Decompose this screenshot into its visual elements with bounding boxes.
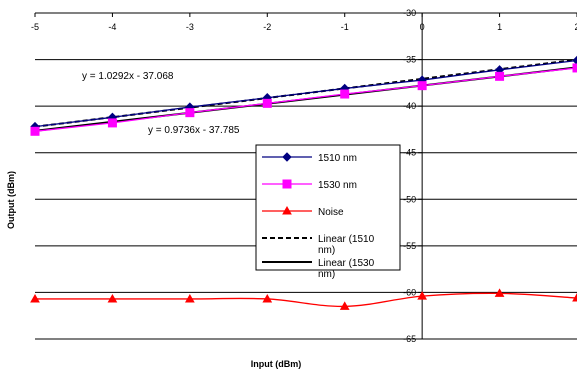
legend-label: nm)	[318, 269, 335, 280]
axes	[34, 12, 577, 340]
y-tick-label: -35	[403, 55, 416, 65]
point-noise	[30, 293, 40, 303]
x-tick-label: -4	[108, 22, 116, 32]
point-noise	[572, 293, 577, 302]
trendline-equation-1510: y = 1.0292x - 37.068	[82, 71, 174, 82]
point-noise	[262, 293, 273, 303]
point-noise	[184, 293, 195, 303]
legend-swatch-marker	[282, 205, 292, 215]
x-tick-label: -2	[263, 22, 271, 32]
y-tick-label: -40	[403, 101, 416, 111]
x-tick-labels: -5 -4 -3 -2 -1 0 1 2	[31, 22, 577, 32]
point-1530-nm	[495, 71, 505, 81]
point-1530-nm	[417, 81, 427, 91]
y-tick-label: -45	[403, 148, 416, 158]
legend-label: Noise	[318, 207, 344, 218]
point-1530-nm	[262, 98, 272, 108]
x-tick-label: 0	[420, 22, 425, 32]
x-tick-label: 2	[574, 22, 577, 32]
y-tick-label: -50	[403, 194, 416, 204]
y-tick-label: -55	[403, 241, 416, 251]
x-tick-label: -3	[186, 22, 194, 32]
legend-label: 1510 nm	[318, 153, 357, 164]
series-line-1510-nm	[34, 59, 577, 128]
legend-swatch-marker	[282, 179, 292, 189]
point-noise	[494, 288, 505, 297]
point-1530-nm	[107, 118, 117, 128]
y-tick-labels: -30 -35 -40 -45 -50 -55 -60 -65	[403, 8, 416, 344]
y-tick-label: -60	[403, 287, 416, 297]
series-line-1530-nm	[34, 67, 577, 132]
x-tick-label: 1	[497, 22, 502, 32]
series-layer	[30, 55, 577, 310]
point-noise	[107, 293, 118, 303]
legend-label: Linear (1510	[318, 234, 375, 245]
legend-label: 1530 nm	[318, 180, 357, 191]
point-1530-nm	[185, 108, 195, 118]
point-noise	[339, 301, 350, 310]
point-1510-nm	[572, 55, 577, 66]
point-noise	[417, 291, 428, 300]
point-1530-nm	[340, 89, 350, 99]
legend-label: nm)	[318, 245, 335, 256]
legend-swatch-marker	[282, 152, 292, 162]
series-line-noise	[35, 292, 577, 308]
legend-box	[255, 144, 401, 271]
x-tick-label: -1	[341, 22, 349, 32]
x-axis-title: Input (dBm)	[251, 359, 301, 369]
point-1530-nm	[572, 63, 577, 73]
y-tick-label: -65	[403, 334, 416, 344]
y-axis-title: Output (dBm)	[6, 171, 16, 229]
trendline-equation-1530: y = 0.9736x - 37.785	[148, 125, 240, 136]
y-tick-label: -30	[403, 8, 416, 18]
point-1530-nm	[30, 126, 40, 136]
x-tick-label: -5	[31, 22, 39, 32]
legend-label: Linear (1530	[318, 258, 375, 269]
